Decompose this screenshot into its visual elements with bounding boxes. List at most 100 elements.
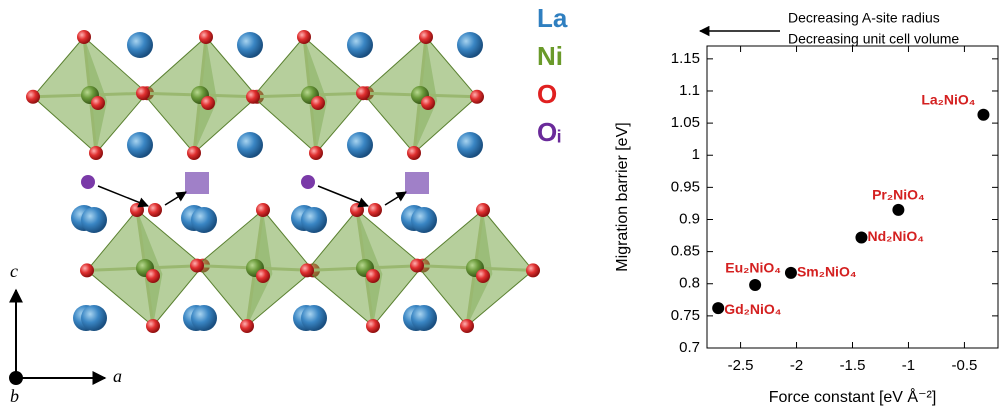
o-atom [297,30,311,44]
bond [473,209,485,269]
la-atom [191,207,217,233]
bond [82,36,92,96]
point-label: Sm₂NiO₄ [797,264,857,280]
o-atom [190,258,204,273]
y-tick-label: 0.9 [679,210,700,227]
y-tick-label: 1.05 [671,114,700,131]
x-tick-label: -1.5 [840,357,866,374]
bond [416,264,476,270]
bond [135,209,147,269]
la-atom [411,305,437,331]
bond [465,267,477,327]
o-atom [366,269,380,283]
bond [196,264,256,270]
bond [253,209,265,269]
y-axis-label: Migration barrier [eV] [614,122,631,271]
bond [252,93,311,99]
bond [474,266,534,272]
o-atom [410,258,424,273]
o-atom [187,146,201,160]
o-atom [80,263,94,278]
point [892,203,905,216]
point-label: Gd₂NiO₄ [724,301,781,317]
x-tick-label: -0.5 [951,357,977,374]
migration-arrow [384,191,407,206]
o-atom [309,146,323,160]
la-atom [81,305,107,331]
la-atom [347,132,373,158]
o-atom [91,96,105,110]
o-atom [201,96,215,110]
o-atom [89,146,103,160]
o-atom [26,89,40,104]
la-atom [301,305,327,331]
la-atom [127,132,153,158]
point-label: La₂NiO₄ [921,91,975,107]
migration-arrow [317,185,369,208]
bond [88,94,98,154]
axis-a: a [113,366,122,386]
o-atom [256,203,270,217]
o-atom [256,269,270,283]
vacancy [405,172,429,194]
point [749,279,762,292]
axis-origin [9,371,23,385]
bond [419,93,478,99]
interstitial-o [81,175,95,189]
bond [192,94,202,154]
y-tick-label: 0.95 [671,178,700,195]
o-atom [526,263,540,278]
bond [198,36,208,96]
la-atom [237,132,263,158]
o-atom [148,203,162,217]
x-tick-label: -2.5 [728,357,754,374]
x-axis-label: Force constant [eV Å⁻²] [769,387,937,406]
o-atom [146,319,160,333]
bond [306,266,366,272]
bond [245,267,257,327]
o-atom [240,319,254,333]
o-atom [350,203,364,217]
y-tick-label: 1.15 [671,50,700,67]
point [712,302,725,315]
la-atom [127,32,153,58]
legend-ni: Ni [537,41,563,71]
la-atom [411,207,437,233]
o-atom [146,269,160,283]
y-tick-label: 0.7 [679,339,700,356]
point-label: Nd₂NiO₄ [867,228,923,244]
vacancy [185,172,209,194]
bond [302,36,312,96]
o-atom [311,96,325,110]
o-atom [368,203,382,217]
migration-arrow [97,185,149,208]
o-atom [421,96,435,110]
point-label: Eu₂NiO₄ [725,260,781,276]
point [784,266,797,279]
interstitial-o [301,175,315,189]
point [855,231,868,244]
bond [418,36,428,96]
migration-arrow [164,191,187,206]
la-atom [191,305,217,331]
legend-oi: Oᵢ [537,117,561,147]
legend-la: La [537,3,568,33]
o-atom [130,203,144,217]
y-tick-label: 0.75 [671,307,700,324]
y-tick-label: 1.1 [679,82,700,99]
o-atom [476,203,490,217]
bond [412,94,422,154]
annotation: Decreasing unit cell volume [788,31,959,47]
bond [86,266,146,272]
la-atom [81,207,107,233]
o-atom [136,86,150,101]
x-tick-label: -2 [790,357,803,374]
o-atom [460,319,474,333]
o-atom [246,89,260,104]
o-atom [476,269,490,283]
legend-o: O [537,79,557,109]
y-tick-label: 0.8 [679,275,700,292]
point [977,108,990,121]
bond [32,93,91,99]
